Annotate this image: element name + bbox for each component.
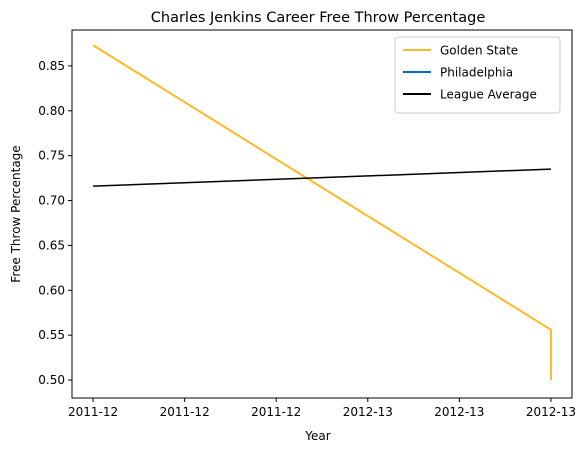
- y-tick-label: 0.85: [38, 59, 65, 73]
- legend: Golden State Philadelphia League Average: [394, 36, 561, 114]
- x-axis-label: Year: [304, 429, 330, 443]
- x-tick-label: 2011-12: [68, 405, 118, 419]
- plot-area-frame: [71, 29, 573, 399]
- y-tick-label: 0.65: [38, 238, 65, 252]
- series-line-golden-state: [92, 44, 552, 381]
- x-tick-label: 2011-12: [160, 405, 210, 419]
- y-tick-label: 0.80: [38, 104, 65, 118]
- y-tick-label: 0.60: [38, 283, 65, 297]
- x-tick-label: 2012-13: [434, 405, 484, 419]
- legend-label-golden-state: Golden State: [440, 44, 518, 58]
- y-tick-label: 0.75: [38, 149, 65, 163]
- legend-label-league-average: League Average: [440, 88, 537, 102]
- x-tick-label: 2011-12: [251, 405, 301, 419]
- y-tick-label: 0.50: [38, 373, 65, 387]
- series-lines: [92, 44, 552, 381]
- x-tick-label: 2012-13: [526, 405, 576, 419]
- legend-label-philadelphia: Philadelphia: [440, 66, 513, 80]
- chart-title: Charles Jenkins Career Free Throw Percen…: [151, 10, 486, 26]
- series-line-league-average: [93, 168, 551, 187]
- y-axis-label: Free Throw Percentage: [9, 145, 23, 282]
- y-tick-label: 0.55: [38, 328, 65, 342]
- y-tick-label: 0.70: [38, 194, 65, 208]
- x-tick-label: 2012-13: [343, 405, 393, 419]
- legend-box: [394, 36, 561, 114]
- axis-ticks: 2011-12 2011-12 2011-12 2012-13 2012-13 2012-…: [38, 59, 576, 419]
